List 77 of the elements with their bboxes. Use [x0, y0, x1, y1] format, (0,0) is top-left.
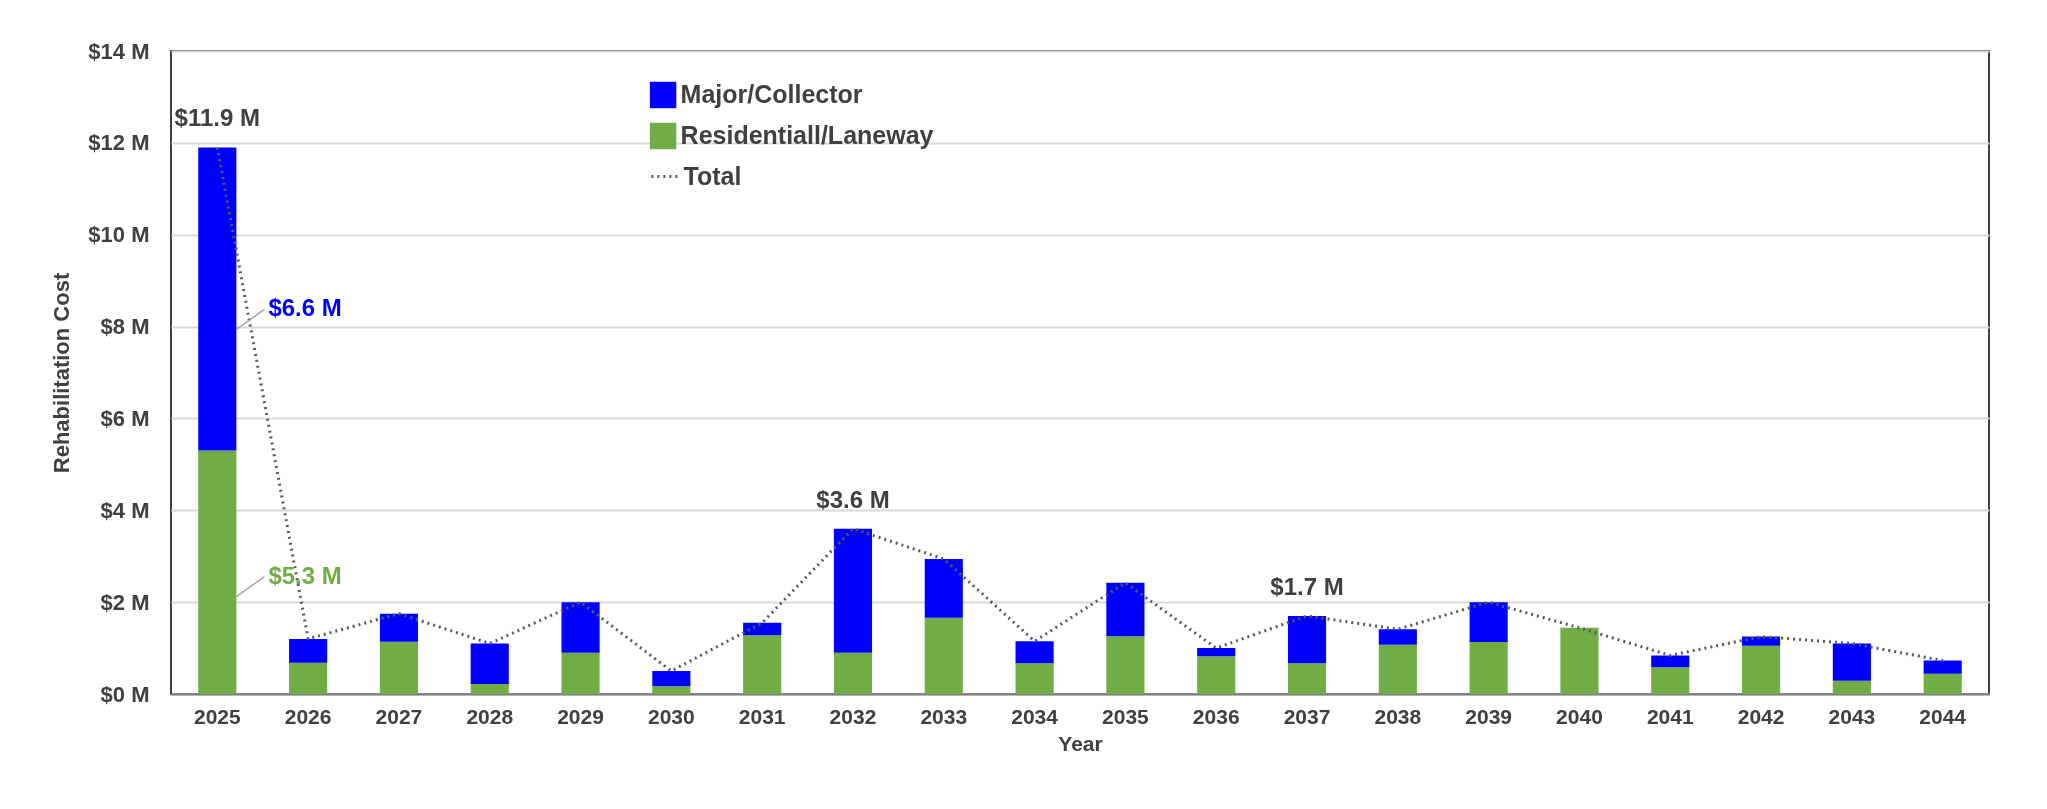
annotation: $11.9 M [174, 104, 261, 132]
y-tick-label: $8 M [100, 314, 150, 340]
x-tick-label: 2026 [284, 704, 332, 728]
annotation: $5.3 M [268, 561, 342, 589]
bar [1287, 615, 1327, 664]
bar [743, 635, 782, 694]
x-tick-label: 2039 [1465, 704, 1512, 728]
y-tick-label: $12 M [88, 130, 150, 156]
bar [743, 622, 782, 636]
x-tick-label: 2041 [1646, 704, 1694, 728]
y-tick-label: $6 M [100, 405, 150, 431]
x-tick-label: 2035 [1102, 704, 1150, 728]
x-axis-title: Year [1058, 731, 1103, 755]
bar [833, 652, 873, 694]
bar [1923, 660, 1962, 674]
bar [1106, 636, 1145, 694]
legend-label: Residentiall/Laneway [680, 121, 934, 150]
x-tick-label: 2032 [829, 704, 877, 728]
x-tick-label: 2038 [1374, 704, 1422, 728]
annotation: $3.6 M [816, 485, 890, 513]
x-tick-label: 2042 [1737, 704, 1785, 728]
y-tick-label: $2 M [100, 589, 150, 615]
bar [1469, 602, 1508, 643]
bar [1015, 641, 1054, 664]
x-tick-label: 2031 [738, 704, 786, 728]
y-tick-label: $4 M [100, 497, 150, 523]
x-tick-label: 2044 [1919, 704, 1967, 728]
bar [470, 683, 509, 694]
x-tick-label: 2037 [1283, 704, 1331, 728]
legend-label: Total [683, 161, 742, 190]
x-tick-label: 2025 [193, 704, 241, 728]
x-tick-label: 2028 [466, 704, 514, 728]
bar [1197, 656, 1236, 694]
bar [470, 643, 509, 684]
y-tick-label: $0 M [100, 681, 150, 707]
bar [1560, 627, 1599, 694]
bar [924, 617, 963, 694]
bar [1106, 582, 1145, 637]
x-tick-label: 2030 [648, 704, 695, 728]
bar [1651, 655, 1690, 668]
bar [924, 558, 963, 618]
bar [833, 528, 873, 653]
x-tick-label: 2040 [1556, 704, 1603, 728]
bar [1651, 667, 1690, 694]
bar [1287, 663, 1327, 694]
x-tick-label: 2033 [920, 704, 968, 728]
bar [652, 671, 691, 687]
bar [1197, 648, 1236, 657]
bar [198, 450, 237, 694]
x-tick-label: 2034 [1011, 704, 1059, 728]
bar [289, 662, 328, 694]
x-tick-label: 2043 [1828, 704, 1876, 728]
bar [379, 641, 418, 694]
y-tick-label: $10 M [88, 222, 150, 248]
bar [1015, 663, 1054, 694]
bar [1923, 673, 1962, 694]
bar [1469, 642, 1508, 694]
bar [1832, 643, 1871, 681]
bar [379, 613, 418, 642]
bar [198, 147, 237, 451]
bar [1832, 680, 1871, 694]
y-tick-label: $14 M [88, 38, 150, 64]
bar [1742, 645, 1781, 694]
annotation: $6.6 M [268, 294, 342, 322]
bar [652, 686, 691, 694]
x-tick-label: 2036 [1192, 704, 1240, 728]
bar [561, 602, 600, 653]
bar [1378, 629, 1417, 645]
bar [561, 652, 600, 694]
x-tick-label: 2027 [375, 704, 423, 728]
y-axis-title: Rehabilitation Cost [49, 272, 75, 474]
x-tick-label: 2029 [557, 704, 604, 728]
bar [289, 638, 328, 663]
bar [1742, 636, 1781, 646]
legend-label: Major/Collector [680, 80, 863, 108]
annotation: $1.7 M [1270, 572, 1344, 600]
bar [1378, 644, 1417, 694]
